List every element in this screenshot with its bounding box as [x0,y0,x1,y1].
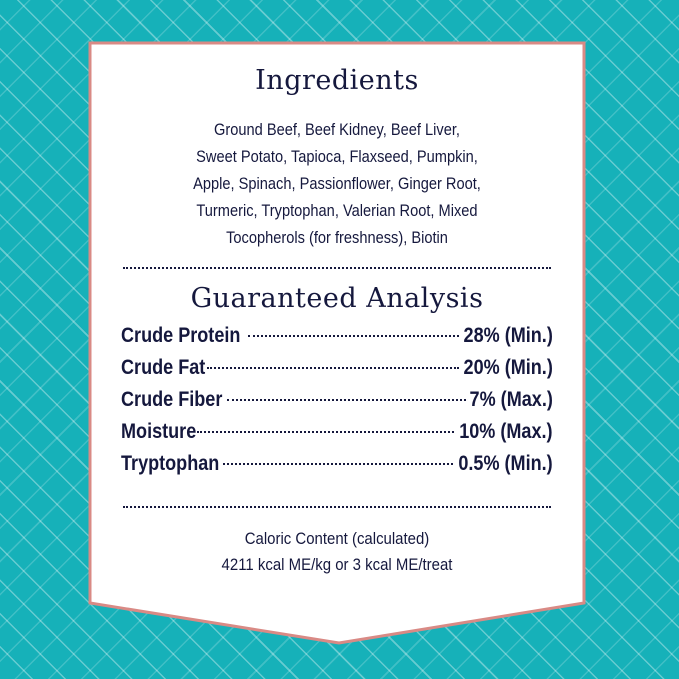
ingredients-title: Ingredients [255,65,419,96]
analysis-label: Tryptophan [121,452,220,475]
analysis-label: Crude Fat [121,356,206,379]
analysis-row: Crude Fat 20% (Min.) [121,356,553,388]
analysis-value: 7% (Max.) [469,388,553,411]
ingredients-line: Ground Beef, Beef Kidney, Beef Liver, [214,120,460,139]
ingredients-list: Ground Beef, Beef Kidney, Beef Liver, Sw… [125,116,550,251]
ingredients-line: Sweet Potato, Tapioca, Flaxseed, Pumpkin… [196,147,478,166]
analysis-value: 0.5% (Min.) [458,452,553,475]
ingredients-line: Turmeric, Tryptophan, Valerian Root, Mix… [196,201,478,220]
analysis-table: Crude Protein 28% (Min.) Crude Fat 20% (Mi… [90,324,584,484]
analysis-value: 28% (Min.) [463,324,553,347]
analysis-row: Crude Fiber 7% (Max.) [121,388,553,420]
analysis-label: Crude Protein [121,324,241,347]
analysis-value: 20% (Min.) [463,356,553,379]
ingredients-line: Tocopherols (for freshness), Biotin [226,228,448,247]
dot-leader [196,431,455,433]
caloric-title: Caloric Content (calculated) [244,529,430,548]
analysis-row: Moisture 10% (Max.) [121,420,553,452]
caloric-value: 4211 kcal ME/kg or 3 kcal ME/treat [221,555,453,574]
dot-leader [207,367,460,369]
dot-leader [226,399,467,401]
analysis-label: Moisture [121,420,197,443]
dotted-divider [123,267,551,269]
analysis-label: Crude Fiber [121,388,223,411]
analysis-title: Guaranteed Analysis [190,283,484,314]
ingredients-line: Apple, Spinach, Passionflower, Ginger Ro… [193,174,481,193]
analysis-row: Tryptophan 0.5% (Min.) [121,452,553,484]
analysis-value: 10% (Max.) [459,420,553,443]
analysis-row: Crude Protein 28% (Min.) [121,324,553,356]
dot-leader [223,463,454,465]
caloric-content: Caloric Content (calculated) 4211 kcal M… [120,526,555,578]
label-content: Ingredients Ground Beef, Beef Kidney, Be… [90,43,584,578]
dot-leader [247,335,460,337]
dotted-divider [123,506,551,508]
